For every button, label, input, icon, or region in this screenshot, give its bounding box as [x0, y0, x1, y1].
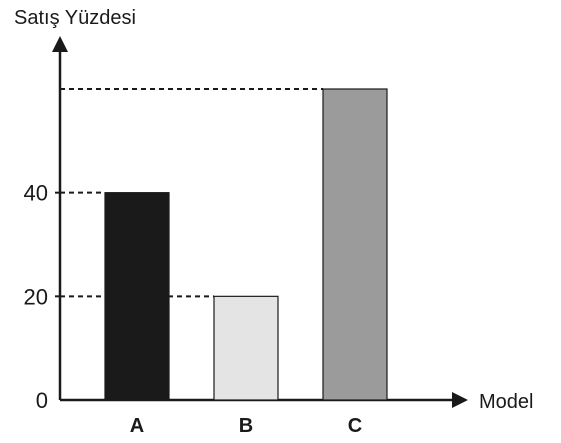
- x-axis-label: Model: [479, 391, 533, 413]
- y-axis-label: Satış Yüzdesi: [14, 7, 136, 29]
- x-tick-label-b: B: [239, 415, 253, 437]
- bar-c: [322, 88, 388, 401]
- y-tick-label-0: 0: [36, 388, 48, 413]
- y-tick-label-40: 40: [24, 181, 48, 206]
- x-tick-label-a: A: [130, 415, 144, 437]
- x-tick-label-c: C: [348, 415, 362, 437]
- y-tick-label-20: 20: [24, 284, 48, 309]
- dashed-guides: [60, 88, 323, 298]
- x-axis-arrow: [452, 392, 468, 408]
- y-ticks-group: 0 20 40: [24, 181, 60, 413]
- y-axis-arrow: [52, 36, 68, 52]
- bar-b: [213, 295, 279, 401]
- x-ticks-group: A B C: [130, 415, 362, 437]
- bars-group: [104, 88, 388, 401]
- bar-a: [104, 192, 170, 401]
